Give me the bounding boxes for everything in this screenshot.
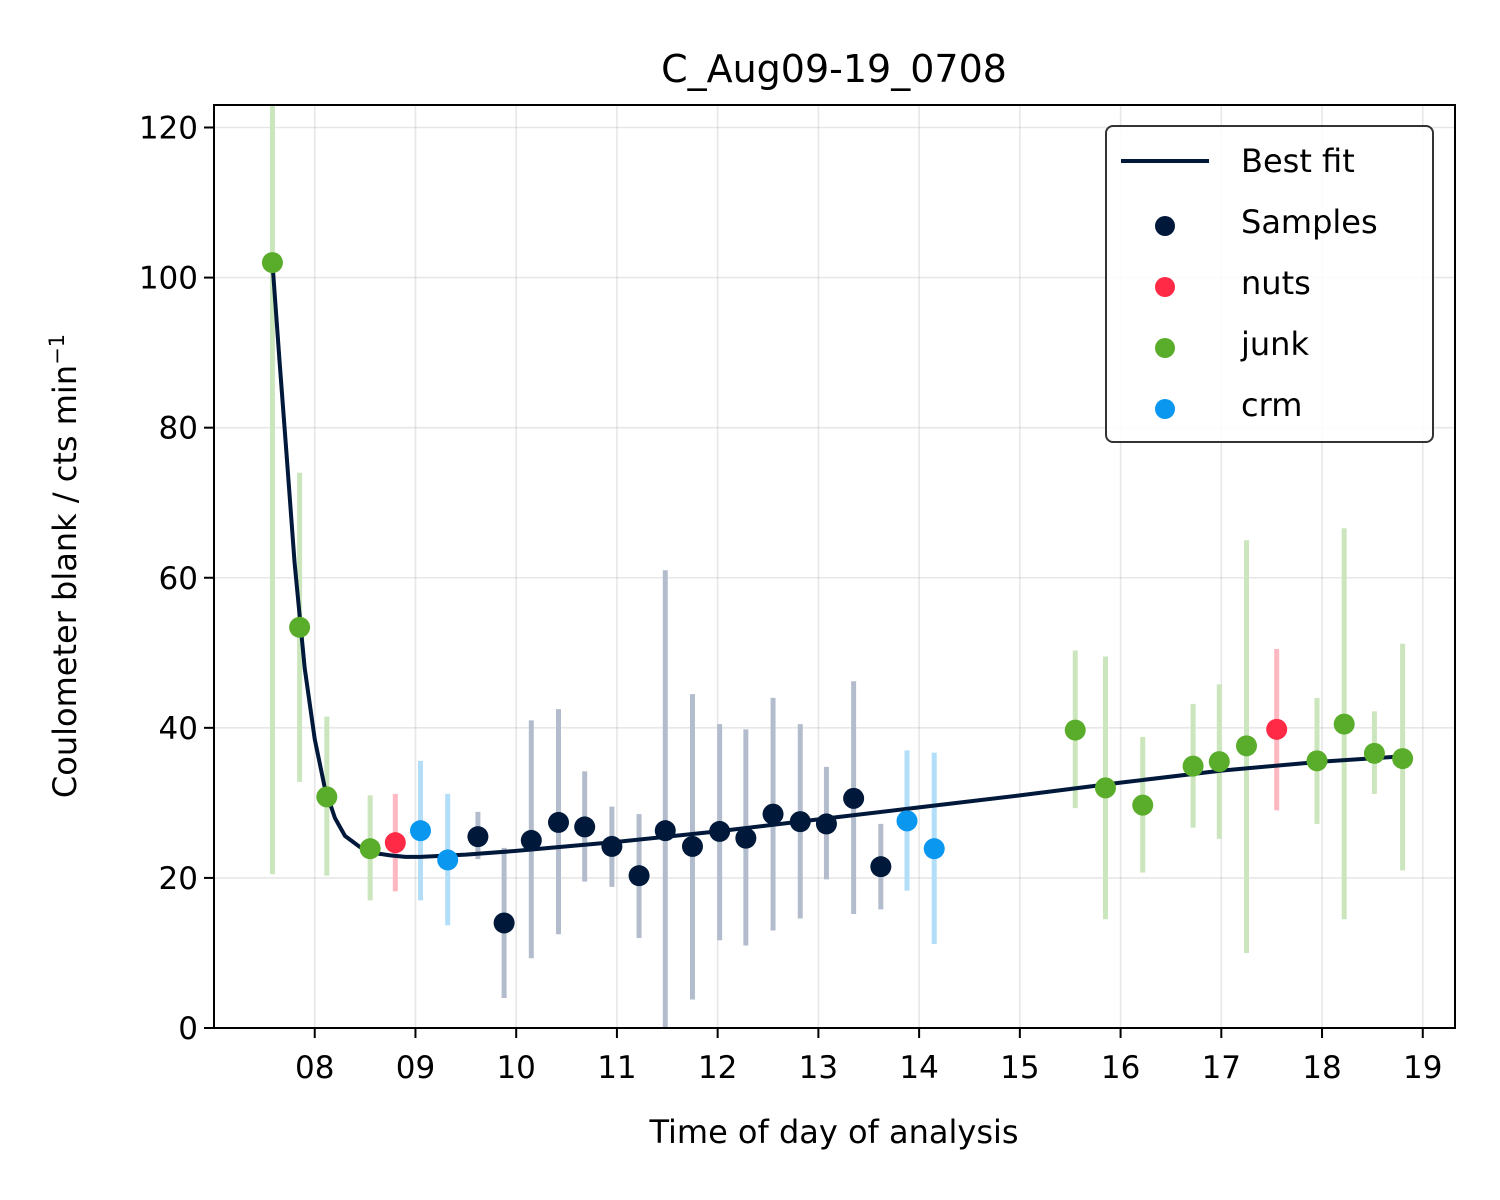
junk-point: [1064, 719, 1086, 741]
x-tick-label: 13: [799, 1050, 838, 1086]
x-tick-label: 14: [899, 1050, 938, 1086]
best-fit-line: [270, 260, 1405, 859]
junk-point: [359, 838, 381, 860]
junk-point: [1132, 794, 1154, 816]
junk-point: [289, 616, 311, 638]
junk-point: [1235, 735, 1257, 757]
junk-point: [316, 786, 338, 808]
y-tick-label: 20: [159, 861, 198, 897]
legend-samples-label: Samples: [1241, 203, 1378, 241]
chart-title: C_Aug09-19_0708: [661, 47, 1007, 91]
legend-crm-label: crm: [1241, 386, 1302, 424]
junk-point: [1094, 777, 1116, 799]
samples-point: [547, 811, 569, 833]
nuts-point: [384, 832, 406, 854]
legend-nuts-label: nuts: [1241, 264, 1311, 302]
junk-point: [1392, 748, 1414, 770]
x-tick-label: 08: [295, 1050, 334, 1086]
samples-point: [681, 835, 703, 857]
legend-best-fit-label: Best fit: [1241, 142, 1355, 180]
axis-ticks: 08 09 10 11 12 13 14 15 16 17 18 19 0 20 40 60 80 100 120: [139, 111, 1443, 1086]
legend-frame: [1105, 125, 1434, 443]
junk-point: [1333, 713, 1355, 735]
y-tick-label: 120: [139, 111, 198, 147]
samples-point: [709, 820, 731, 842]
samples-point: [467, 826, 489, 848]
legend-junk-swatch: [1155, 338, 1175, 358]
x-tick-label: 19: [1403, 1050, 1442, 1086]
samples-point: [574, 816, 596, 838]
data-points: [261, 252, 1414, 934]
y-tick-label: 100: [139, 261, 198, 297]
crm-point: [409, 820, 431, 842]
samples-point: [789, 811, 811, 833]
x-tick-label: 11: [597, 1050, 636, 1086]
samples-point: [601, 835, 623, 857]
x-tick-label: 16: [1101, 1050, 1140, 1086]
junk-point: [1208, 751, 1230, 773]
samples-point: [493, 912, 515, 934]
junk-point: [261, 252, 283, 274]
samples-point: [815, 813, 837, 835]
x-tick-label: 15: [1000, 1050, 1039, 1086]
best-fit-layer: [270, 260, 1405, 859]
x-tick-label: 18: [1302, 1050, 1341, 1086]
crm-point: [923, 838, 945, 860]
y-tick-label: 0: [178, 1011, 198, 1047]
y-axis-title-text: Coulometer blank / cts min: [46, 365, 84, 798]
legend-samples-swatch: [1155, 216, 1175, 236]
samples-point: [654, 820, 676, 842]
x-tick-label: 17: [1202, 1050, 1241, 1086]
nuts-point: [1266, 718, 1288, 740]
y-tick-label: 80: [159, 411, 198, 447]
y-axis-title: Coulometer blank / cts min−1: [45, 334, 84, 798]
samples-point: [735, 827, 757, 849]
legend-nuts-swatch: [1155, 277, 1175, 297]
x-axis-title: Time of day of analysis: [648, 1113, 1018, 1151]
legend-items: Best fit Samples nuts junk crm: [1121, 142, 1378, 424]
samples-point: [870, 856, 892, 878]
legend: Best fit Samples nuts junk crm: [1105, 125, 1434, 443]
samples-point: [843, 787, 865, 809]
y-axis-title-exponent: −1: [45, 334, 69, 365]
junk-point: [1306, 750, 1328, 772]
y-tick-label: 40: [159, 711, 198, 747]
crm-point: [437, 849, 459, 871]
samples-point: [520, 829, 542, 851]
junk-point: [1363, 742, 1385, 764]
legend-junk-label: junk: [1240, 325, 1309, 363]
legend-crm-swatch: [1155, 399, 1175, 419]
plot-frame: [213, 104, 1456, 1029]
x-tick-label: 10: [496, 1050, 535, 1086]
crm-point: [896, 810, 918, 832]
y-tick-label: 60: [159, 561, 198, 597]
x-tick-label: 09: [396, 1050, 435, 1086]
samples-point: [628, 865, 650, 887]
x-tick-label: 12: [698, 1050, 737, 1086]
junk-point: [1182, 755, 1204, 777]
samples-point: [762, 803, 784, 825]
